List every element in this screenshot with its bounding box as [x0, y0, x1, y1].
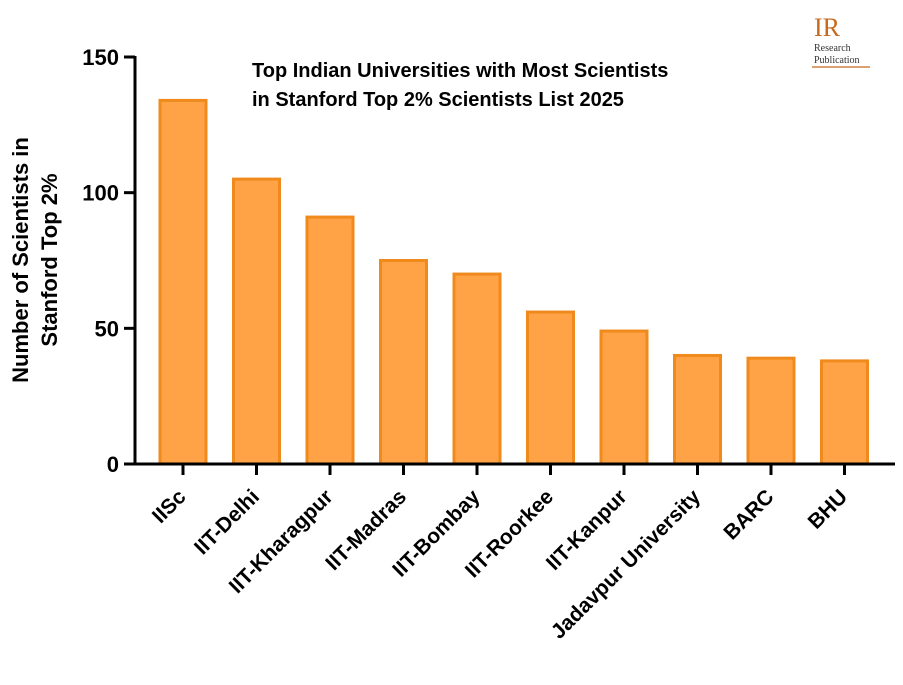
axes-group: [133, 56, 895, 466]
y-tick-label: 0: [107, 452, 119, 477]
bar-iit-kanpur: [599, 329, 649, 466]
x-tick-label: Jadavpur University: [547, 485, 705, 643]
bars-group: [158, 98, 869, 466]
bar-bhu: [820, 359, 869, 466]
y-axis-title-line-1: Number of Scientists in: [8, 137, 33, 383]
chart-title-line-1: Top Indian Universities with Most Scient…: [252, 60, 668, 82]
bar-iit-madras: [379, 259, 428, 466]
logo-mark: IR: [814, 13, 841, 42]
x-tick-label: BARC: [719, 485, 778, 544]
y-axis-title-line-2: Stanford Top 2%: [37, 173, 62, 346]
bar-iit-delhi: [232, 177, 281, 466]
y-tick-label: 150: [82, 45, 119, 70]
bar-barc: [746, 356, 796, 466]
logo-line-research: Research: [814, 43, 851, 54]
y-tick-label: 50: [95, 316, 119, 341]
logo-line-publication: Publication: [814, 55, 860, 66]
y-tick-label: 100: [82, 181, 119, 206]
bar-iit-roorkee: [526, 310, 575, 466]
bar-iit-bombay: [452, 272, 502, 466]
x-tick-label: IISc: [148, 485, 191, 528]
x-labels-group: IISc IIT-DelhiIIT-KharagpurIIT-MadrasIIT-…: [148, 464, 852, 643]
bar-jadavpur-university: [673, 353, 722, 466]
chart-title-line-2: in Stanford Top 2% Scientists List 2025: [252, 89, 624, 111]
x-tick-label: BHU: [804, 485, 852, 533]
publisher-logo: IR Research Publication: [812, 13, 870, 68]
bar-iisc: [158, 98, 208, 466]
bar-iit-kharagpur: [305, 215, 355, 466]
x-tick-label: IIT-Delhi: [190, 485, 264, 559]
y-ticks-group: 0 50 100 150: [82, 45, 135, 477]
